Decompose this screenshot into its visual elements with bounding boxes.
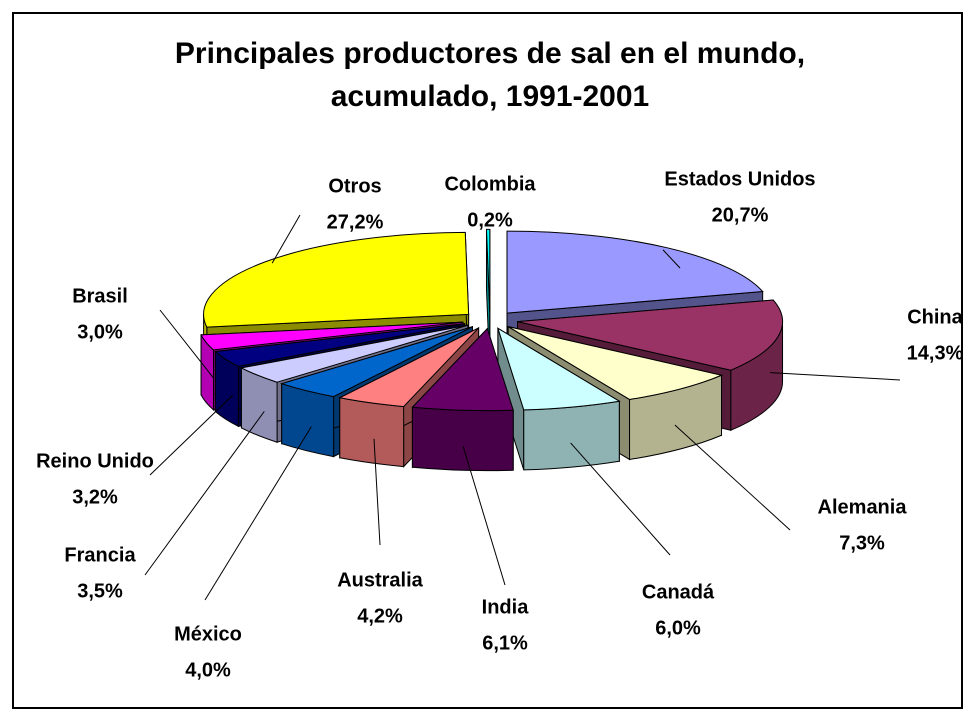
leader-line	[204, 426, 312, 601]
leader-line	[159, 309, 215, 379]
data-label-name: Canadá	[642, 581, 715, 603]
leader-line	[373, 438, 381, 546]
data-label-name: Australia	[337, 569, 423, 591]
data-label-name: Estados Unidos	[664, 168, 815, 190]
chart-title: acumulado, 1991-2001	[331, 80, 650, 113]
slice-top	[507, 326, 724, 401]
data-label-value: 14,3%	[907, 342, 964, 364]
slice-top	[485, 228, 491, 312]
slice-top	[214, 323, 465, 367]
slice-top	[200, 321, 463, 351]
slice	[497, 327, 621, 471]
leader-line	[149, 394, 234, 476]
leader-line	[144, 411, 265, 576]
slice-top	[338, 327, 479, 408]
data-label-name: Alemania	[818, 496, 908, 518]
data-label-value: 0,2%	[467, 209, 513, 231]
data-label-value: 3,2%	[72, 486, 118, 508]
data-label-value: 7,3%	[839, 532, 885, 554]
slice-top	[280, 326, 473, 398]
slice-wall	[339, 397, 405, 468]
data-label-name: China	[907, 306, 963, 328]
data-label-value: 20,7%	[712, 204, 769, 226]
data-label-value: 4,0%	[185, 659, 231, 681]
data-label-name: Colombia	[444, 173, 536, 195]
slice-top	[239, 324, 468, 383]
data-label-name: Francia	[64, 544, 136, 566]
data-label-name: México	[174, 623, 242, 645]
leader-line	[462, 446, 506, 586]
leader-line	[770, 372, 901, 381]
data-label-name: Reino Unido	[36, 450, 154, 472]
slice-top	[411, 327, 514, 412]
data-label-value: 6,0%	[655, 617, 701, 639]
slice-wall	[523, 400, 620, 471]
data-label-value: 3,0%	[77, 321, 123, 343]
data-label-value: 27,2%	[327, 211, 384, 233]
data-label-name: India	[482, 596, 530, 618]
slice-top	[203, 231, 470, 328]
leader-line	[271, 214, 301, 264]
data-label-name: Otros	[328, 175, 381, 197]
data-label-value: 6,1%	[482, 632, 528, 654]
slice	[411, 327, 514, 472]
chart-title: Principales productores de sal en el mun…	[175, 37, 805, 70]
data-label-value: 4,2%	[357, 605, 403, 627]
leader-line	[662, 249, 681, 269]
slice-top	[506, 230, 764, 314]
slice-top	[517, 299, 783, 371]
data-label-value: 3,5%	[77, 580, 123, 602]
leader-line	[570, 442, 671, 556]
slice-wall	[411, 406, 514, 472]
data-label-name: Brasil	[72, 285, 128, 307]
leader-line	[674, 424, 791, 531]
slice-top	[497, 327, 621, 411]
